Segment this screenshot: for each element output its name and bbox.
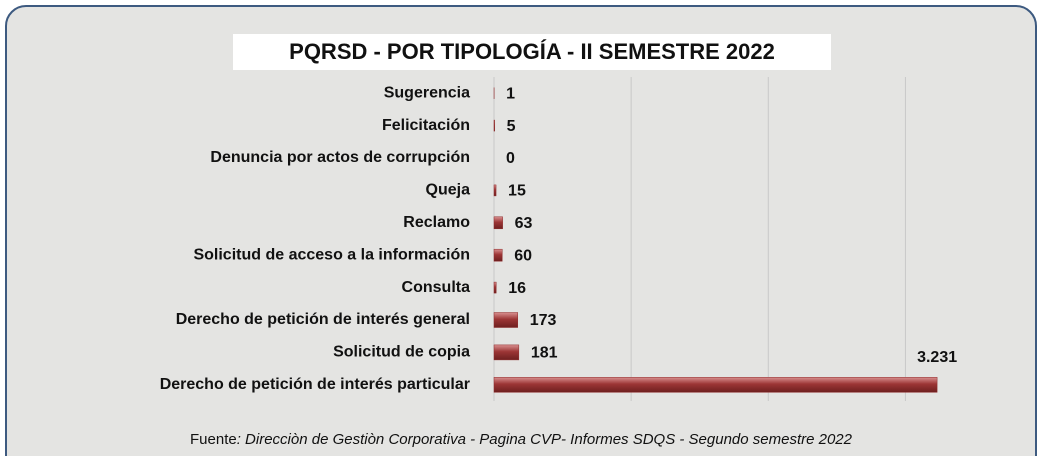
category-label: Derecho de petición de interés general [176, 311, 470, 328]
bar [493, 312, 518, 328]
value-label: 60 [514, 247, 532, 264]
category-label: Queja [426, 182, 471, 199]
value-label: 3.231 [917, 349, 957, 366]
value-label: 15 [508, 183, 526, 200]
value-label: 1 [506, 85, 515, 102]
category-label: Consulta [402, 279, 471, 296]
title-box [233, 34, 831, 70]
bar [493, 184, 497, 197]
category-label: Denuncia por actos de corrupción [210, 149, 470, 166]
value-label: 16 [508, 280, 526, 297]
category-label: Derecho de petición de interés particula… [160, 376, 470, 393]
bar [493, 216, 503, 230]
chart-title: PQRSD - POR TIPOLOGÍA - II SEMESTRE 2022 [289, 39, 775, 64]
bar [493, 344, 520, 361]
bar [493, 119, 495, 132]
category-label: Solicitud de acceso a la información [193, 246, 470, 263]
bar [493, 248, 503, 262]
frame [5, 5, 1037, 456]
value-label: 173 [530, 312, 557, 329]
category-label: Felicitación [382, 117, 470, 134]
category-label: Sugerencia [384, 84, 470, 101]
source-prefix: Fuente [190, 431, 237, 448]
source: Fuente: Direcciòn de Gestiòn Corporativa… [190, 431, 853, 448]
value-label: 5 [507, 118, 516, 135]
value-label: 181 [531, 345, 558, 362]
source-text: : Direcciòn de Gestiòn Corporativa - Pag… [237, 431, 853, 448]
value-label: 0 [506, 150, 515, 167]
category-label: Reclamo [403, 214, 470, 231]
value-label: 63 [515, 215, 533, 232]
category-label: Solicitud de copia [333, 344, 470, 361]
bar [493, 281, 497, 294]
bar [493, 377, 938, 393]
